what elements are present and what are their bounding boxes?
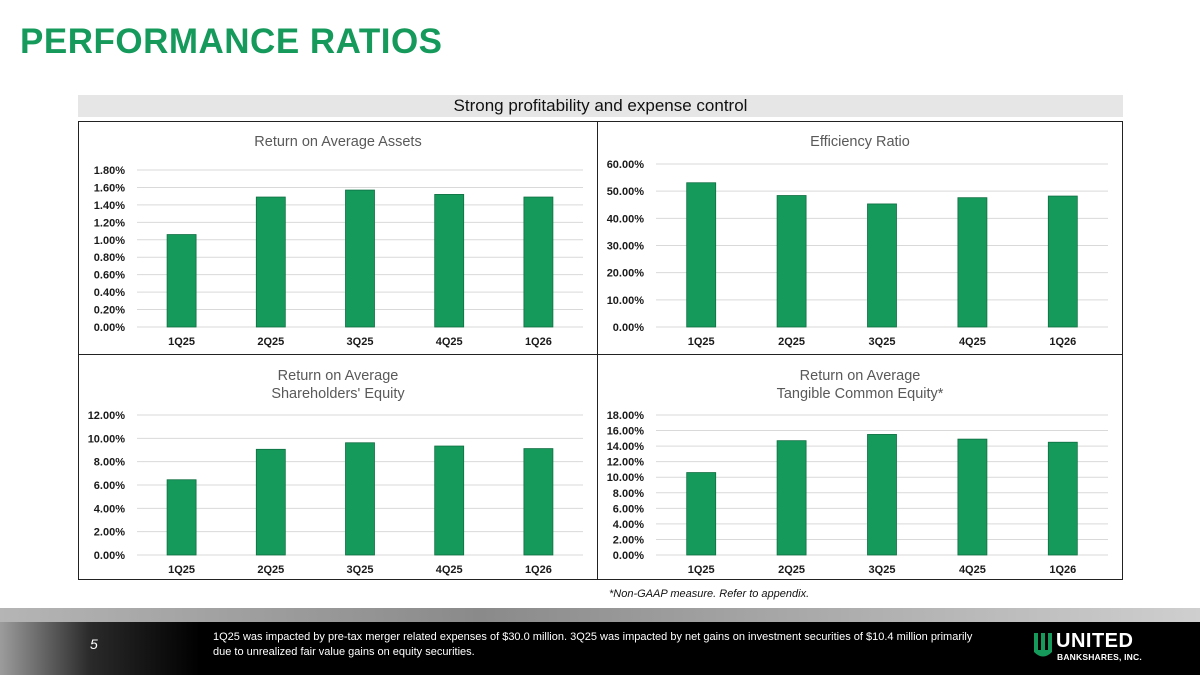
y-tick-label: 0.60% xyxy=(94,270,125,282)
chart-svg: Return on Average Shareholders' Equity 0.0… xyxy=(88,368,583,576)
bar-3q25 xyxy=(345,189,375,328)
chart-panel-roae: Return on Average Shareholders' Equity 0.0… xyxy=(79,355,597,579)
y-tick-label: 20.00% xyxy=(607,268,645,280)
chart-title: Return on Average Tangible Common Equity* xyxy=(777,368,944,402)
y-tick-label: 0.00% xyxy=(613,322,644,334)
united-bankshares-logo-icon xyxy=(1034,633,1052,657)
y-tick-label: 10.00% xyxy=(607,295,645,307)
subtitle-banner: Strong profitability and expense control xyxy=(78,95,1123,117)
bar-1q26 xyxy=(523,448,554,556)
y-tick-label: 8.00% xyxy=(613,488,644,500)
page-number: 5 xyxy=(90,636,98,652)
bar-1q25 xyxy=(686,472,717,556)
chart-svg: Return on Average Assets 0.00% 0.20% 0.40% 0… xyxy=(94,134,583,348)
page-title: PERFORMANCE RATIOS xyxy=(20,22,443,61)
bar-3q25 xyxy=(345,442,375,556)
chart-title: Return on Average Shareholders' Equity xyxy=(271,368,405,402)
bar-4q25 xyxy=(957,438,988,556)
y-tick-label: 6.00% xyxy=(613,503,644,515)
x-tick-label: 1Q25 xyxy=(168,564,195,576)
grid-divider-vertical xyxy=(597,121,598,580)
grid-divider-horizontal xyxy=(78,354,1123,355)
y-tick-label: 4.00% xyxy=(94,503,125,515)
x-tick-label: 4Q25 xyxy=(959,564,986,576)
bar-2q25 xyxy=(776,440,807,556)
bar-2q25 xyxy=(255,196,286,328)
x-tick-label: 4Q25 xyxy=(436,336,463,348)
x-tick-label: 1Q25 xyxy=(688,564,715,576)
y-tick-label: 0.00% xyxy=(94,550,125,562)
y-tick-label: 50.00% xyxy=(607,186,645,198)
chart-panel-efficiency: Efficiency Ratio 0.00% 10.00% 20.00% 30.00% 4… xyxy=(598,122,1122,354)
chart-panel-roatce: Return on Average Tangible Common Equity*… xyxy=(598,355,1122,579)
x-tick-label: 4Q25 xyxy=(959,336,986,348)
y-tick-label: 14.00% xyxy=(607,441,645,453)
y-tick-label: 16.00% xyxy=(607,426,645,438)
x-tick-label: 3Q25 xyxy=(347,564,374,576)
logo-subtext: BANKSHARES, INC. xyxy=(1057,652,1142,662)
y-tick-label: 0.20% xyxy=(94,305,125,317)
footnote: *Non-GAAP measure. Refer to appendix. xyxy=(609,588,810,600)
bar-1q26 xyxy=(523,196,554,328)
x-tick-label: 1Q25 xyxy=(688,336,715,348)
x-tick-label: 3Q25 xyxy=(869,336,896,348)
charts-grid-frame xyxy=(78,121,1123,580)
footer-stripe xyxy=(0,608,1200,622)
x-tick-label: 2Q25 xyxy=(778,336,805,348)
x-tick-label: 1Q26 xyxy=(525,564,552,576)
x-tick-label: 1Q26 xyxy=(1049,336,1076,348)
bar-1q25 xyxy=(686,182,717,328)
company-logo: UNITED BANKSHARES, INC. xyxy=(1034,630,1149,664)
y-tick-label: 4.00% xyxy=(613,519,644,531)
y-tick-label: 10.00% xyxy=(88,433,126,445)
chart-title: Return on Average Assets xyxy=(254,134,421,150)
y-tick-label: 6.00% xyxy=(94,480,125,492)
bar-3q25 xyxy=(867,203,897,328)
x-tick-label: 1Q25 xyxy=(168,336,195,348)
y-tick-label: 30.00% xyxy=(607,241,645,253)
y-tick-label: 10.00% xyxy=(607,472,645,484)
x-tick-label: 1Q26 xyxy=(525,336,552,348)
chart-panel-roaa: Return on Average Assets 0.00% 0.20% 0.40% 0… xyxy=(79,122,597,354)
y-tick-label: 1.00% xyxy=(94,235,125,247)
x-tick-label: 2Q25 xyxy=(257,564,284,576)
y-tick-label: 0.80% xyxy=(94,252,125,264)
bar-1q26 xyxy=(1047,195,1078,328)
x-tick-label: 4Q25 xyxy=(436,564,463,576)
logo-wordmark: UNITED xyxy=(1056,630,1134,652)
y-tick-label: 1.40% xyxy=(94,200,125,212)
bar-3q25 xyxy=(867,434,897,556)
bar-1q25 xyxy=(166,234,197,328)
y-tick-label: 8.00% xyxy=(94,457,125,469)
bar-1q25 xyxy=(166,479,197,556)
y-tick-label: 0.00% xyxy=(94,322,125,334)
x-tick-label: 3Q25 xyxy=(347,336,374,348)
y-tick-label: 1.20% xyxy=(94,217,125,229)
x-tick-label: 1Q26 xyxy=(1049,564,1076,576)
y-tick-label: 18.00% xyxy=(607,410,645,422)
y-tick-label: 1.60% xyxy=(94,182,125,194)
y-tick-label: 2.00% xyxy=(613,534,644,546)
bar-1q26 xyxy=(1047,441,1078,556)
x-tick-label: 2Q25 xyxy=(257,336,284,348)
bar-4q25 xyxy=(434,445,465,556)
y-tick-label: 12.00% xyxy=(607,457,645,469)
bar-2q25 xyxy=(776,195,807,328)
bar-2q25 xyxy=(255,448,286,556)
x-tick-label: 2Q25 xyxy=(778,564,805,576)
bar-4q25 xyxy=(434,194,465,328)
chart-title: Efficiency Ratio xyxy=(810,134,910,150)
y-tick-label: 12.00% xyxy=(88,410,126,422)
y-tick-label: 2.00% xyxy=(94,527,125,539)
bar-4q25 xyxy=(957,197,988,328)
y-tick-label: 0.00% xyxy=(613,550,644,562)
y-tick-label: 1.80% xyxy=(94,165,125,177)
x-tick-label: 3Q25 xyxy=(869,564,896,576)
y-tick-label: 0.40% xyxy=(94,287,125,299)
footer-note: 1Q25 was impacted by pre-tax merger rela… xyxy=(213,631,973,658)
chart-svg: Return on Average Tangible Common Equity*… xyxy=(607,368,1108,576)
y-tick-label: 60.00% xyxy=(607,159,645,171)
y-tick-label: 40.00% xyxy=(607,213,645,225)
chart-svg: Efficiency Ratio 0.00% 10.00% 20.00% 30.00% 4… xyxy=(607,134,1108,348)
